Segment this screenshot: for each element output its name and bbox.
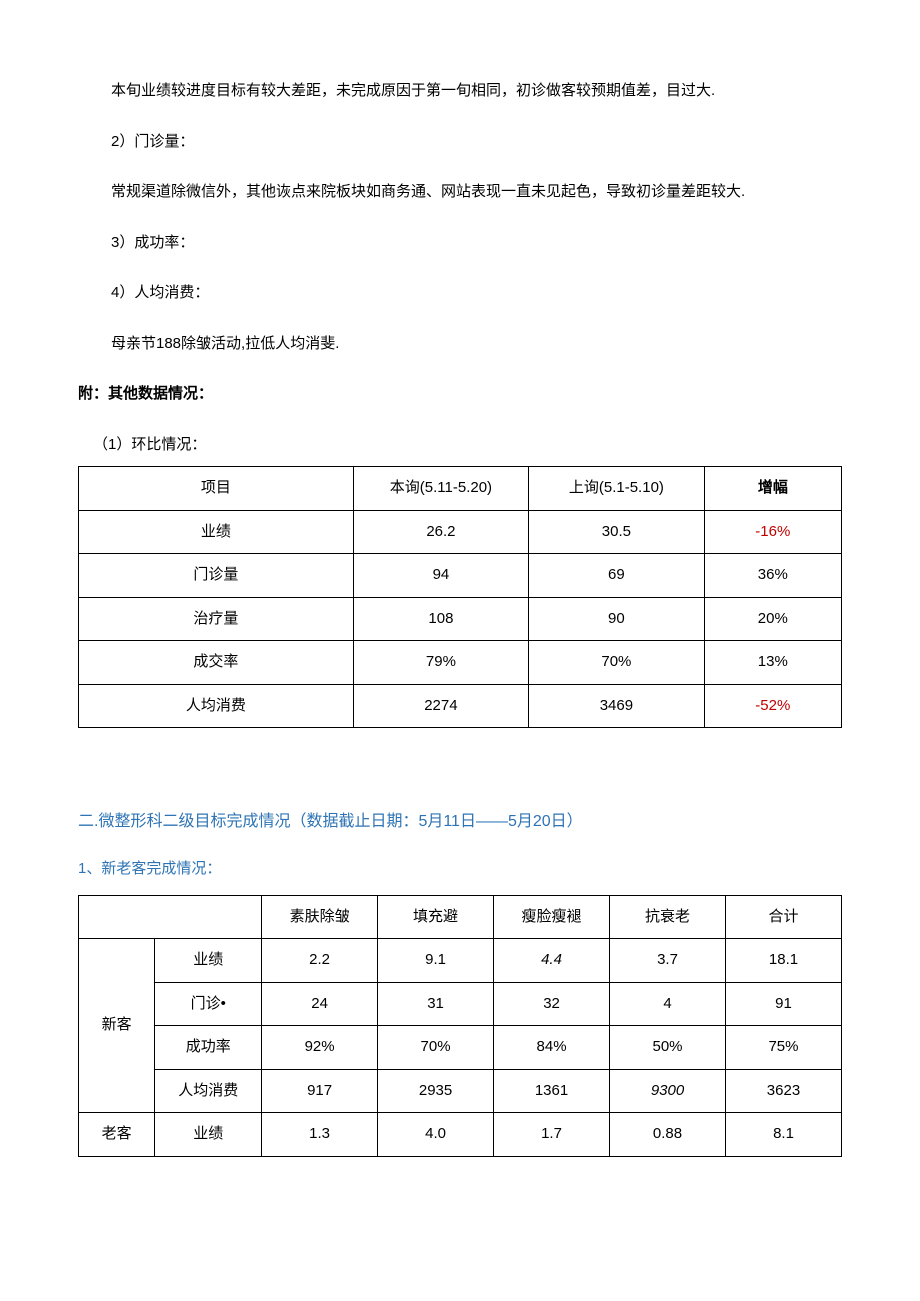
cell: 4.4	[494, 939, 610, 983]
cell: 70%	[529, 641, 704, 685]
paragraph-channel-note: 常规渠道除微信外，其他诙点来院板块如商务通、网站表现一直未见起色，导致初诊量差距…	[78, 181, 842, 204]
cell: 1361	[494, 1069, 610, 1113]
cell: 2935	[378, 1069, 494, 1113]
col-header-empty	[79, 895, 262, 939]
table-row: 门诊量 94 69 36%	[79, 554, 842, 598]
metric-label: 业绩	[155, 1113, 262, 1157]
table-row: 成交率 79% 70% 13%	[79, 641, 842, 685]
cell: 门诊量	[79, 554, 354, 598]
cell: 2.2	[262, 939, 378, 983]
table-header-row: 素肤除皱 填充避 瘦脸瘦褪 抗衰老 合计	[79, 895, 842, 939]
cell: 917	[262, 1069, 378, 1113]
table-row: 老客 业绩 1.3 4.0 1.7 0.88 8.1	[79, 1113, 842, 1157]
col-header: 抗衰老	[610, 895, 726, 939]
metric-label: 成功率	[155, 1026, 262, 1070]
cell: 成交率	[79, 641, 354, 685]
cell: 84%	[494, 1026, 610, 1070]
attachment-heading-text: 附：其他数据情况：	[78, 385, 213, 402]
cell: 4.0	[378, 1113, 494, 1157]
cell: 79%	[353, 641, 528, 685]
paragraph-performance-gap: 本旬业绩较进度目标有较大差距，未完成原因于第一旬相同，初诊做客较预期值差，目过大…	[78, 80, 842, 103]
cell: 8.1	[725, 1113, 841, 1157]
subsection-1-heading: 1、新老客完成情况：	[78, 858, 842, 881]
cell: 18.1	[725, 939, 841, 983]
cell: 20%	[704, 597, 841, 641]
col-header: 上询(5.1-5.10)	[529, 467, 704, 511]
group-label: 新客	[79, 939, 155, 1113]
metric-label: 业绩	[155, 939, 262, 983]
cell: 90	[529, 597, 704, 641]
metric-label: 人均消费	[155, 1069, 262, 1113]
cell: 32	[494, 982, 610, 1026]
cell: 108	[353, 597, 528, 641]
paragraph-item-3: 3）成功率：	[78, 232, 842, 255]
col-header: 本询(5.11-5.20)	[353, 467, 528, 511]
cell: 治疗量	[79, 597, 354, 641]
col-header: 素肤除皱	[262, 895, 378, 939]
cell: 0.88	[610, 1113, 726, 1157]
cell: 69	[529, 554, 704, 598]
col-header: 瘦脸瘦褪	[494, 895, 610, 939]
paragraph-mothers-day: 母亲节188除皱活动,拉低人均消斐.	[78, 333, 842, 356]
table-header-row: 项目 本询(5.11-5.20) 上询(5.1-5.10) 增幅	[79, 467, 842, 511]
cell: 3.7	[610, 939, 726, 983]
cell: 92%	[262, 1026, 378, 1070]
cell: 3623	[725, 1069, 841, 1113]
cell: 31	[378, 982, 494, 1026]
comparison-table: 项目 本询(5.11-5.20) 上询(5.1-5.10) 增幅 业绩 26.2…	[78, 466, 842, 728]
cell: 26.2	[353, 510, 528, 554]
cell: 94	[353, 554, 528, 598]
table-row: 新客 业绩 2.2 9.1 4.4 3.7 18.1	[79, 939, 842, 983]
cell: 70%	[378, 1026, 494, 1070]
attachment-heading: 附：其他数据情况：	[78, 383, 842, 406]
col-header: 增幅	[704, 467, 841, 511]
cell: 人均消费	[79, 684, 354, 728]
col-header: 项目	[79, 467, 354, 511]
table-row: 治疗量 108 90 20%	[79, 597, 842, 641]
metric-label: 门诊•	[155, 982, 262, 1026]
cell: 1.3	[262, 1113, 378, 1157]
cell: 9.1	[378, 939, 494, 983]
table-row: 人均消费 917 2935 1361 9300 3623	[79, 1069, 842, 1113]
table1-caption: （1）环比情况：	[78, 434, 842, 457]
col-header: 合计	[725, 895, 841, 939]
cell: 30.5	[529, 510, 704, 554]
paragraph-item-4: 4）人均消费：	[78, 282, 842, 305]
cell: 4	[610, 982, 726, 1026]
cell: -16%	[704, 510, 841, 554]
table-row: 门诊• 24 31 32 4 91	[79, 982, 842, 1026]
cell: 75%	[725, 1026, 841, 1070]
cell: 9300	[610, 1069, 726, 1113]
cell: 3469	[529, 684, 704, 728]
cell: 业绩	[79, 510, 354, 554]
cell: 13%	[704, 641, 841, 685]
cell: 91	[725, 982, 841, 1026]
table-row: 业绩 26.2 30.5 -16%	[79, 510, 842, 554]
paragraph-item-2: 2）门诊量：	[78, 131, 842, 154]
table-row: 人均消费 2274 3469 -52%	[79, 684, 842, 728]
cell: 50%	[610, 1026, 726, 1070]
customer-breakdown-table: 素肤除皱 填充避 瘦脸瘦褪 抗衰老 合计 新客 业绩 2.2 9.1 4.4 3…	[78, 895, 842, 1157]
cell: 1.7	[494, 1113, 610, 1157]
col-header: 填充避	[378, 895, 494, 939]
cell: 2274	[353, 684, 528, 728]
cell: 24	[262, 982, 378, 1026]
cell: 36%	[704, 554, 841, 598]
group-label: 老客	[79, 1113, 155, 1157]
cell: -52%	[704, 684, 841, 728]
table-row: 成功率 92% 70% 84% 50% 75%	[79, 1026, 842, 1070]
section-2-heading: 二.微整形科二级目标完成情况（数据截止日期：5月11日——5月20日）	[78, 810, 842, 834]
